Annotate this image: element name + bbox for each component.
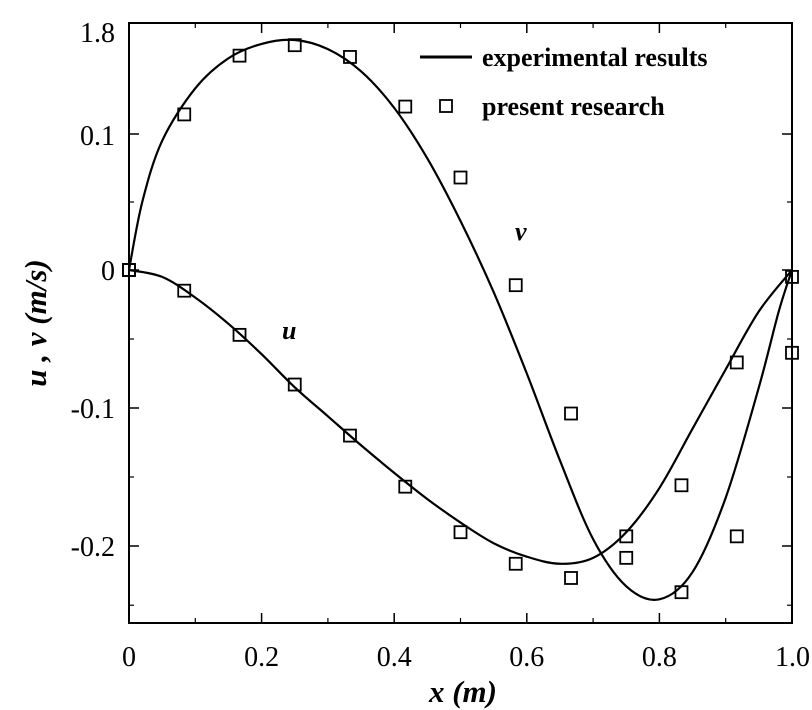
data-point-u bbox=[729, 355, 744, 370]
data-point-u bbox=[177, 283, 192, 298]
data-point-u bbox=[343, 428, 357, 443]
data-point-v bbox=[398, 99, 413, 114]
x-tick-label-3: 0.6 bbox=[509, 642, 544, 673]
y-tick-label-0.1: 0.1 bbox=[80, 121, 115, 152]
data-point-v bbox=[619, 529, 634, 544]
data-point-u bbox=[619, 550, 634, 565]
data-point-v bbox=[453, 170, 468, 185]
data-point-v bbox=[287, 38, 302, 53]
data-point-v bbox=[343, 50, 357, 64]
data-point-v bbox=[785, 345, 799, 360]
data-point-v bbox=[508, 278, 523, 293]
y-tick-labels: 1.8 0.1 0 -0.1 -0.2 bbox=[71, 18, 115, 563]
y-tick-label-neg-0.1: -0.1 bbox=[71, 394, 115, 425]
data-point-v bbox=[564, 406, 578, 421]
x-tick-label-5: 1.0 bbox=[775, 642, 810, 673]
legend: experimental results present research bbox=[420, 43, 708, 121]
y-tick-label-1.8: 1.8 bbox=[80, 18, 115, 49]
series-points bbox=[122, 38, 799, 600]
curve-label-u: u bbox=[282, 316, 296, 345]
data-point-v bbox=[729, 529, 744, 544]
legend-label-present: present research bbox=[482, 92, 665, 121]
data-point-u bbox=[287, 377, 302, 392]
data-point-u bbox=[674, 478, 689, 493]
data-point-u bbox=[508, 556, 523, 571]
x-tick-label-1: 0.2 bbox=[244, 642, 279, 673]
x-tick-label-4: 0.8 bbox=[642, 642, 677, 673]
data-point-v bbox=[674, 585, 689, 600]
x-tick-label-2: 0.4 bbox=[377, 642, 412, 673]
legend-label-experimental: experimental results bbox=[482, 43, 708, 72]
data-point-u bbox=[785, 269, 799, 284]
curve-label-v: v bbox=[515, 217, 527, 246]
data-point-v bbox=[122, 263, 136, 277]
y-tick-label-neg-0.2: -0.2 bbox=[71, 532, 115, 563]
data-point-u bbox=[564, 571, 578, 585]
data-point-v bbox=[232, 48, 247, 63]
series-lines bbox=[127, 38, 794, 601]
data-point-u bbox=[398, 479, 413, 494]
y-tick-label-0: 0 bbox=[101, 256, 115, 287]
series-line-u bbox=[128, 268, 793, 565]
legend-square-swatch bbox=[439, 99, 453, 113]
data-point-u bbox=[232, 327, 247, 342]
axis-ticks bbox=[128, 23, 793, 623]
x-tick-labels: 0 0.2 0.4 0.6 0.8 1.0 bbox=[122, 642, 810, 673]
y-axis-title: u , v (m/s) bbox=[18, 259, 53, 386]
x-tick-label-0: 0 bbox=[122, 642, 136, 673]
data-point-u bbox=[453, 525, 468, 540]
series-line-v bbox=[127, 38, 794, 601]
x-axis-title: x (m) bbox=[428, 674, 497, 709]
data-point-v bbox=[177, 107, 192, 122]
